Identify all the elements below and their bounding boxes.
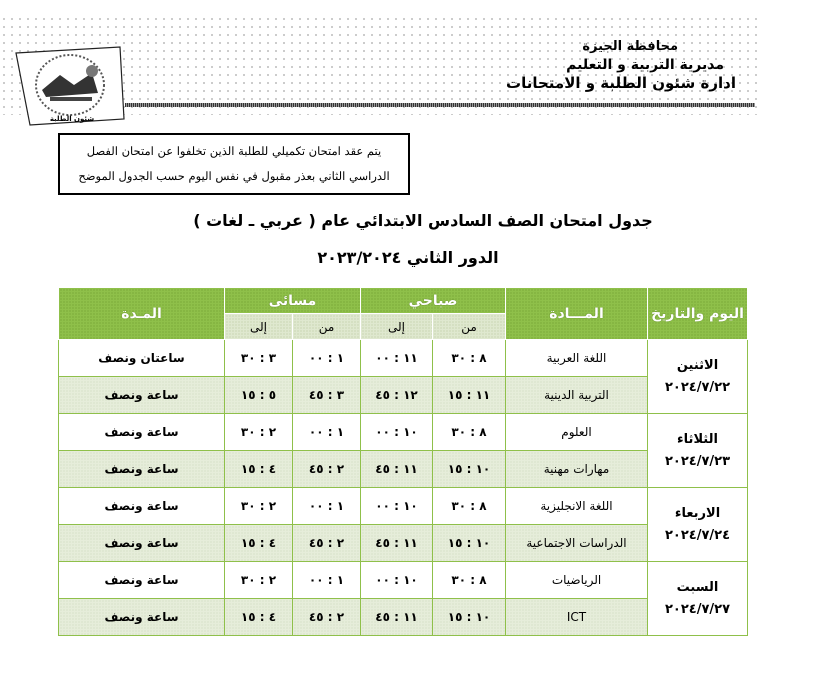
- subject-cell: اللغة الانجليزية: [505, 487, 648, 525]
- header-day-date: اليوم والتاريخ: [647, 287, 748, 340]
- day-name: الاربعاء: [674, 505, 721, 521]
- evening-to-cell: ٤ : ١٥: [224, 450, 293, 488]
- exam-date: ٢٠٢٤/٧/٢٢: [664, 379, 731, 395]
- day-date-cell: الاربعاء ٢٠٢٤/٧/٢٤: [647, 487, 748, 562]
- morning-to-cell: ١١ : ٠٠: [360, 339, 433, 377]
- day-name: الاثنين: [676, 357, 719, 373]
- day-date-cell: السبت ٢٠٢٤/٧/٢٧: [647, 561, 748, 636]
- duration-cell: ساعة ونصف: [58, 598, 225, 636]
- header-morning-from: من: [432, 313, 506, 340]
- day-date-cell: الثلاثاء ٢٠٢٤/٧/٢٣: [647, 413, 748, 488]
- header-divider: [125, 103, 755, 107]
- table-row: الاربعاء ٢٠٢٤/٧/٢٤ اللغة الانجليزية ٨ : ٣٠ ١…: [58, 487, 748, 562]
- subject-cell: اللغة العربية: [505, 339, 648, 377]
- header-morning: صباحي: [360, 287, 506, 314]
- morning-from-cell: ٨ : ٣٠: [432, 487, 506, 525]
- evening-from-cell: ١ : ٠٠: [292, 561, 361, 599]
- subject-cell: التربية الدينية: [505, 376, 648, 414]
- morning-to-cell: ١٠ : ٠٠: [360, 561, 433, 599]
- morning-to-cell: ١٠ : ٠٠: [360, 413, 433, 451]
- header-evening: مسائى: [224, 287, 361, 314]
- evening-to-cell: ٢ : ٣٠: [224, 561, 293, 599]
- subject-cell: مهارات مهنية: [505, 450, 648, 488]
- morning-from-cell: ١٠ : ١٥: [432, 598, 506, 636]
- evening-to-cell: ٥ : ١٥: [224, 376, 293, 414]
- exam-date: ٢٠٢٤/٧/٢٣: [664, 453, 731, 469]
- table-row: مهارات مهنية ١٠ : ١٥ ١١ : ٤٥ ٢ : ٤٥ ٤ : ١٥ سا…: [58, 450, 748, 488]
- duration-cell: ساعة ونصف: [58, 413, 225, 451]
- table-row: ICT ١٠ : ١٥ ١١ : ٤٥ ٢ : ٤٥ ٤ : ١٥ ساعة ونصف: [58, 598, 748, 636]
- evening-to-cell: ٣ : ٣٠: [224, 339, 293, 377]
- evening-to-cell: ٢ : ٣٠: [224, 487, 293, 525]
- exam-date: ٢٠٢٤/٧/٢٤: [664, 527, 731, 543]
- subject-cell: العلوم: [505, 413, 648, 451]
- page-title: جدول امتحان الصف السادس الابتدائي عام ( …: [193, 211, 653, 230]
- table-row: الدراسات الاجتماعية ١٠ : ١٥ ١١ : ٤٥ ٢ : ٤٥ ٤…: [58, 524, 748, 562]
- table-row: التربية الدينية ١١ : ١٥ ١٢ : ٤٥ ٣ : ٤٥ ٥ : ١…: [58, 376, 748, 414]
- morning-to-cell: ١٠ : ٠٠: [360, 487, 433, 525]
- notice-line: الدراسي الثاني بعذر مقبول في نفس اليوم ح…: [78, 169, 390, 183]
- day-name: السبت: [676, 579, 719, 595]
- duration-cell: ساعة ونصف: [58, 487, 225, 525]
- morning-from-cell: ١٠ : ١٥: [432, 524, 506, 562]
- evening-from-cell: ٢ : ٤٥: [292, 524, 361, 562]
- evening-from-cell: ٢ : ٤٥: [292, 450, 361, 488]
- letterhead: محافظة الجيزة مديرية التربية و التعليم ا…: [506, 38, 736, 92]
- subject-cell: الرياضيات: [505, 561, 648, 599]
- evening-from-cell: ١ : ٠٠: [292, 487, 361, 525]
- directorate-logo: شئون الطلبة: [15, 46, 125, 126]
- notice-box: يتم عقد امتحان تكميلي للطلبة الذين تخلفو…: [58, 133, 410, 195]
- morning-to-cell: ١٢ : ٤٥: [360, 376, 433, 414]
- evening-to-cell: ٢ : ٣٠: [224, 413, 293, 451]
- duration-cell: ساعة ونصف: [58, 561, 225, 599]
- duration-cell: ساعة ونصف: [58, 524, 225, 562]
- morning-from-cell: ٨ : ٣٠: [432, 561, 506, 599]
- page-subtitle: الدور الثاني ٢٠٢٣/٢٠٢٤: [317, 248, 499, 267]
- header-duration: المـدة: [58, 287, 225, 340]
- morning-to-cell: ١١ : ٤٥: [360, 524, 433, 562]
- dotted-background: [0, 15, 760, 115]
- table-row: السبت ٢٠٢٤/٧/٢٧ الرياضيات ٨ : ٣٠ ١٠ : ٠٠ ١ : …: [58, 561, 748, 636]
- morning-from-cell: ٨ : ٣٠: [432, 413, 506, 451]
- morning-to-cell: ١١ : ٤٥: [360, 598, 433, 636]
- evening-from-cell: ٢ : ٤٥: [292, 598, 361, 636]
- header-subject: المـــادة: [505, 287, 648, 340]
- exam-date: ٢٠٢٤/٧/٢٧: [664, 601, 731, 617]
- exam-schedule-table: اليوم والتاريخ المـــادة صباحي مسائى الم…: [58, 287, 748, 636]
- evening-to-cell: ٤ : ١٥: [224, 598, 293, 636]
- table-row: الاثنين ٢٠٢٤/٧/٢٢ اللغة العربية ٨ : ٣٠ ١١ : …: [58, 339, 748, 414]
- duration-cell: ساعة ونصف: [58, 376, 225, 414]
- department-name: ادارة شئون الطلبة و الامتحانات: [506, 74, 736, 92]
- logo-text: شئون الطلبة: [50, 115, 94, 123]
- morning-from-cell: ١١ : ١٥: [432, 376, 506, 414]
- day-name: الثلاثاء: [677, 431, 718, 447]
- evening-from-cell: ١ : ٠٠: [292, 339, 361, 377]
- morning-to-cell: ١١ : ٤٥: [360, 450, 433, 488]
- evening-from-cell: ٣ : ٤٥: [292, 376, 361, 414]
- header-evening-to: إلى: [224, 313, 293, 340]
- day-date-cell: الاثنين ٢٠٢٤/٧/٢٢: [647, 339, 748, 414]
- table-row: الثلاثاء ٢٠٢٤/٧/٢٣ العلوم ٨ : ٣٠ ١٠ : ٠٠ ١ : …: [58, 413, 748, 488]
- notice-line: يتم عقد امتحان تكميلي للطلبة الذين تخلفو…: [86, 144, 382, 158]
- evening-from-cell: ١ : ٠٠: [292, 413, 361, 451]
- evening-to-cell: ٤ : ١٥: [224, 524, 293, 562]
- subject-cell: ICT: [505, 598, 648, 636]
- duration-cell: ساعة ونصف: [58, 450, 225, 488]
- morning-from-cell: ٨ : ٣٠: [432, 339, 506, 377]
- subject-cell: الدراسات الاجتماعية: [505, 524, 648, 562]
- morning-from-cell: ١٠ : ١٥: [432, 450, 506, 488]
- header-evening-from: من: [292, 313, 361, 340]
- directorate-name: مديرية التربية و التعليم: [566, 57, 724, 73]
- header-morning-to: إلى: [360, 313, 433, 340]
- duration-cell: ساعتان ونصف: [58, 339, 225, 377]
- governorate-name: محافظة الجيزة: [582, 39, 678, 54]
